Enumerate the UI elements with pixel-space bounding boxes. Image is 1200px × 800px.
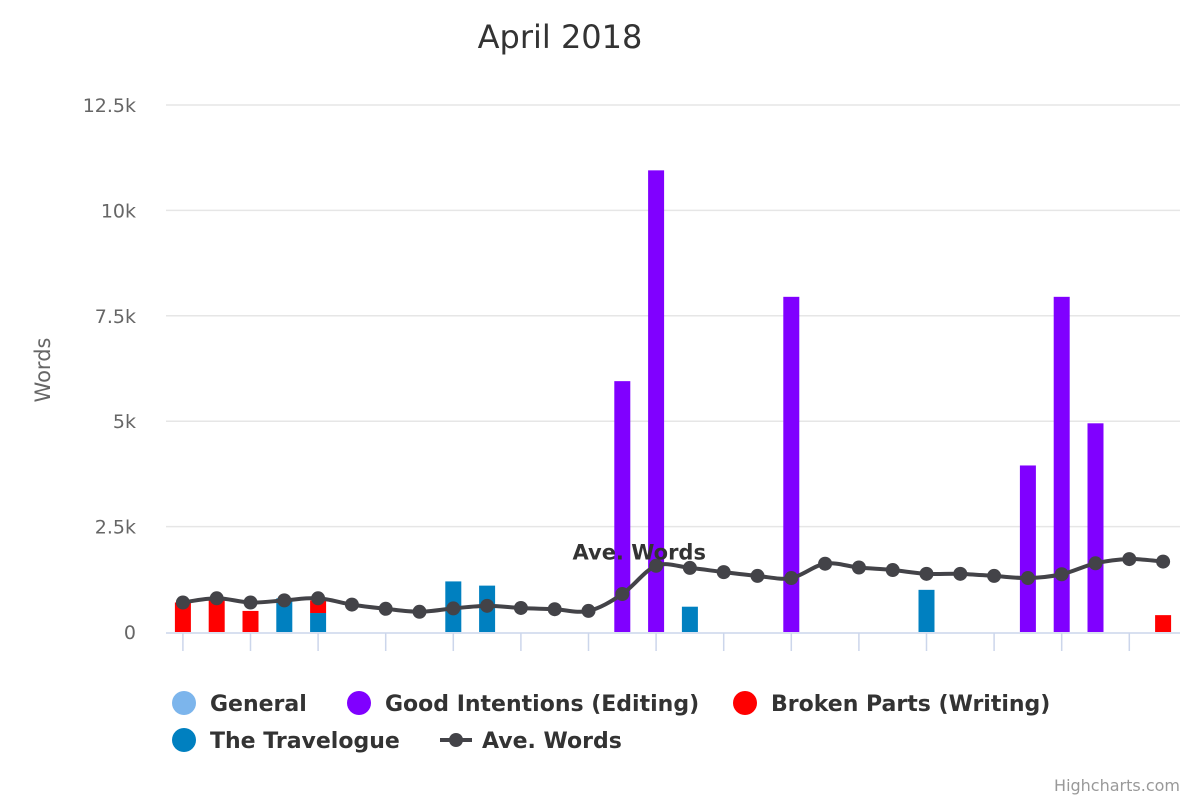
bar[interactable] xyxy=(614,381,631,632)
credits-link[interactable]: Highcharts.com xyxy=(1054,776,1180,795)
line-point[interactable] xyxy=(311,591,326,606)
legend-label: Ave. Words xyxy=(482,729,622,754)
legend-label: General xyxy=(210,692,307,717)
line-point[interactable] xyxy=(1054,567,1069,582)
line-point[interactable] xyxy=(1088,556,1103,571)
average-line[interactable] xyxy=(175,552,1171,619)
line-point[interactable] xyxy=(885,563,900,578)
line-point[interactable] xyxy=(446,601,461,616)
line-point[interactable] xyxy=(716,565,731,580)
line-point[interactable] xyxy=(547,602,562,617)
line-point[interactable] xyxy=(175,595,190,610)
legend-item[interactable]: Ave. Words xyxy=(440,729,622,754)
bar[interactable] xyxy=(783,296,800,632)
line-point[interactable] xyxy=(953,566,968,581)
line-point[interactable] xyxy=(818,556,833,571)
series-line[interactable] xyxy=(182,557,1164,614)
line-point[interactable] xyxy=(581,603,596,618)
legend-label: The Travelogue xyxy=(210,729,400,754)
line-point[interactable] xyxy=(209,591,224,606)
line-point[interactable] xyxy=(750,568,765,583)
bar[interactable] xyxy=(310,613,327,632)
line-point[interactable] xyxy=(480,598,495,613)
legend-marker-icon xyxy=(733,691,757,715)
y-tick-label: 7.5k xyxy=(95,306,136,328)
line-point[interactable] xyxy=(615,587,630,602)
bar[interactable] xyxy=(681,606,698,632)
line-point[interactable] xyxy=(1020,571,1035,586)
y-tick-label: 2.5k xyxy=(95,517,136,539)
y-tick-label: 10k xyxy=(101,200,136,222)
line-point[interactable] xyxy=(1122,552,1137,567)
legend-item[interactable]: The Travelogue xyxy=(172,728,400,754)
bar[interactable] xyxy=(918,589,935,632)
legend-item[interactable]: Broken Parts (Writing) xyxy=(733,691,1050,717)
line-point[interactable] xyxy=(378,601,393,616)
bar[interactable] xyxy=(648,170,665,632)
line-point[interactable] xyxy=(649,558,664,573)
line-point[interactable] xyxy=(851,560,866,575)
bar[interactable] xyxy=(276,598,293,632)
legend-item[interactable]: Good Intentions (Editing) xyxy=(347,691,699,717)
chart-title: April 2018 xyxy=(478,18,643,56)
annotation-label: Ave. Words xyxy=(573,541,706,565)
bar[interactable] xyxy=(1019,465,1036,632)
line-point[interactable] xyxy=(682,560,697,575)
legend-marker-icon xyxy=(172,691,196,715)
bar[interactable] xyxy=(174,602,191,632)
line-point[interactable] xyxy=(412,604,427,619)
bar[interactable] xyxy=(1155,615,1172,632)
legend[interactable]: General Good Intentions (Editing) Broken P… xyxy=(172,691,1050,754)
bars[interactable] xyxy=(174,170,1172,632)
y-axis: 0 2.5k 5k 7.5k 10k 12.5k xyxy=(83,95,136,644)
legend-marker-icon xyxy=(172,728,196,752)
legend-label: Broken Parts (Writing) xyxy=(771,692,1050,717)
bar[interactable] xyxy=(1053,296,1070,632)
y-tick-label: 12.5k xyxy=(83,95,136,117)
legend-label: Good Intentions (Editing) xyxy=(385,692,699,717)
y-tick-label: 5k xyxy=(113,411,136,433)
line-point[interactable] xyxy=(513,600,528,615)
line-point[interactable] xyxy=(1156,554,1171,569)
line-point[interactable] xyxy=(987,568,1002,583)
bar[interactable] xyxy=(242,610,259,632)
y-tick-label: 0 xyxy=(124,622,136,644)
line-point[interactable] xyxy=(919,566,934,581)
bar[interactable] xyxy=(208,600,225,632)
legend-marker-icon xyxy=(449,733,463,747)
bar[interactable] xyxy=(1087,423,1104,632)
legend-item[interactable]: General xyxy=(172,691,307,717)
line-point[interactable] xyxy=(277,593,292,608)
x-axis xyxy=(166,632,1180,651)
legend-marker-icon xyxy=(347,691,371,715)
line-point[interactable] xyxy=(784,571,799,586)
line-point[interactable] xyxy=(344,597,359,612)
y-axis-title: Words xyxy=(31,338,55,403)
line-point[interactable] xyxy=(243,595,258,610)
grid-lines xyxy=(166,104,1180,528)
